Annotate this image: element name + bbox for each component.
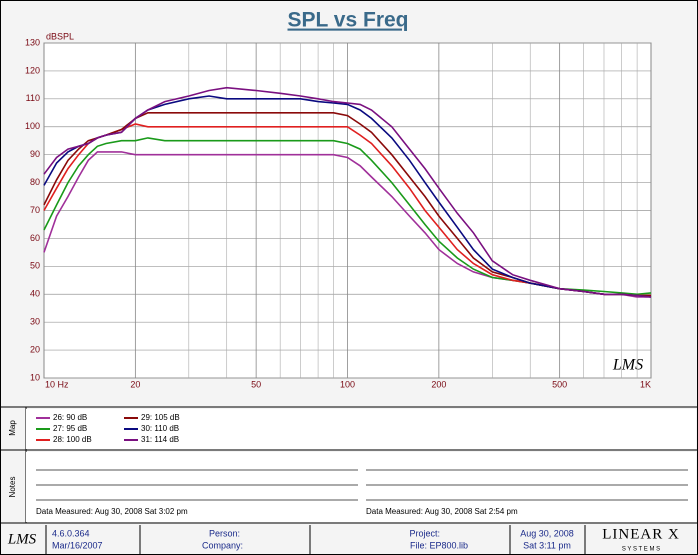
note-lines (36, 469, 688, 501)
version: 4.6.0.364 (52, 528, 90, 538)
brand: LINEAR X (602, 526, 680, 542)
map-label: Map (8, 420, 17, 436)
x-tick-label: 100 (340, 379, 355, 389)
note: Data Measured: Aug 30, 2008 Sat 3:02 pm (36, 507, 188, 516)
legend-label: 30: 110 dB (141, 424, 179, 433)
y-tick-label: 90 (30, 149, 40, 159)
project: Project: (409, 528, 440, 538)
legend-label: 26: 90 dB (53, 413, 87, 422)
time: Sat 3:11 pm (523, 540, 571, 550)
x-tick-label: 20 (130, 379, 140, 389)
date: Aug 30, 2008 (520, 528, 574, 538)
legend-label: 31: 114 dB (141, 435, 179, 444)
y-tick-label: 50 (30, 261, 40, 271)
x-tick-label: 1K (640, 379, 651, 389)
legend-label: 27: 95 dB (53, 424, 87, 433)
y-axis-label: dBSPL (46, 31, 74, 41)
note: Data Measured: Aug 30, 2008 Sat 2:54 pm (366, 507, 518, 516)
y-tick-label: 40 (30, 289, 40, 299)
chart-title: SPL vs Freq (288, 9, 409, 32)
notes-label: Notes (8, 477, 17, 498)
series-line (43, 86, 652, 298)
y-tick-label: 10 (30, 372, 40, 382)
footer-dividers (45, 525, 586, 555)
legend-label: 28: 100 dB (53, 435, 92, 444)
notes-panel (26, 452, 696, 522)
legend-label: 29: 105 dB (141, 413, 180, 422)
x-tick-label: 500 (552, 379, 567, 389)
person: Person: (209, 528, 240, 538)
y-tick-label: 120 (25, 65, 40, 75)
y-tick-label: 70 (30, 205, 40, 215)
x-tick-label: 10 Hz (45, 379, 69, 389)
brand-sub: S Y S T E M S (622, 547, 660, 553)
x-tick-label: 200 (431, 379, 446, 389)
y-tick-label: 110 (26, 93, 40, 103)
company: Company: (202, 540, 243, 550)
version-date: Mar/16/2007 (52, 540, 103, 550)
y-tick-label: 20 (30, 344, 40, 354)
y-tick-label: 60 (30, 233, 40, 243)
watermark: LMS (612, 357, 643, 374)
y-tick-label: 80 (30, 177, 40, 187)
y-tick-label: 130 (25, 37, 40, 47)
footer-logo: LMS (7, 531, 37, 547)
x-tick-label: 50 (251, 379, 261, 389)
y-tick-label: 30 (30, 317, 40, 327)
file: File: EP800.lib (410, 540, 468, 550)
y-tick-label: 100 (25, 121, 40, 131)
